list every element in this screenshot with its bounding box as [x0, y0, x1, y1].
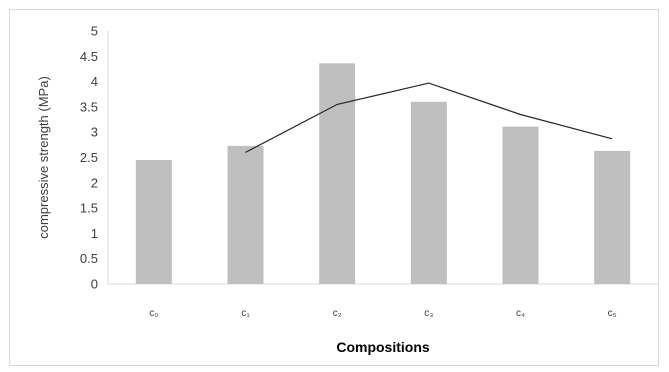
x-category-label: c₀ [149, 308, 158, 319]
y-tick-label: 0 [91, 277, 98, 292]
y-tick-label: 4.5 [80, 49, 98, 64]
y-tick-label: 2.5 [80, 150, 98, 165]
y-tick-label: 1 [91, 226, 98, 241]
x-axis-category-labels: c₀ c₁ c₂ c₃ c₄ c₅ [149, 308, 616, 319]
y-axis-title: compressive strength (MPa) [36, 76, 51, 239]
y-tick-label: 5 [91, 24, 98, 39]
bar [227, 145, 264, 284]
x-category-label: c₄ [516, 308, 525, 319]
x-axis-title: Compositions [336, 339, 430, 355]
bar [502, 126, 539, 284]
y-tick-label: 3.5 [80, 99, 98, 114]
y-tick-label: 1.5 [80, 201, 98, 216]
x-category-label: c₃ [424, 308, 433, 319]
y-axis-ticks: 0 0.5 1 1.5 2 2.5 3 3.5 4 4.5 5 [80, 24, 98, 292]
y-tick-label: 0.5 [80, 251, 98, 266]
y-tick-label: 3 [91, 125, 98, 140]
bar-series [135, 63, 631, 284]
bar [410, 101, 447, 284]
bar [594, 150, 631, 284]
bar [319, 63, 356, 284]
y-tick-label: 2 [91, 175, 98, 190]
x-category-label: c₅ [608, 308, 617, 319]
x-category-label: c₁ [241, 308, 250, 319]
y-tick-label: 4 [91, 74, 98, 89]
trend-line [245, 82, 613, 153]
bar [135, 160, 172, 284]
x-category-label: c₂ [333, 308, 342, 319]
